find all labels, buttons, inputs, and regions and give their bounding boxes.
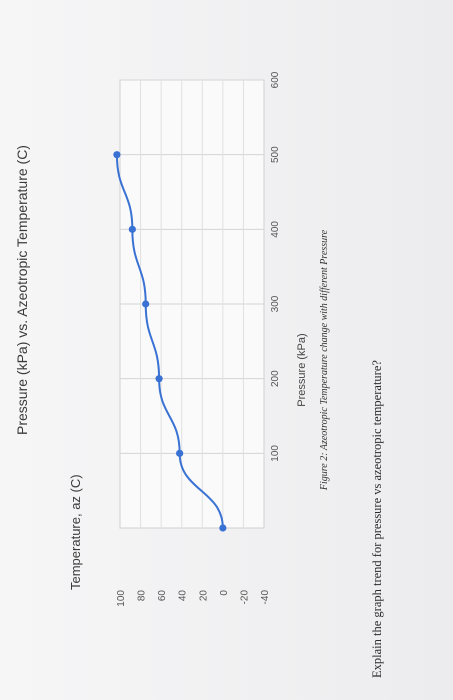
y-tick-label: 40 — [178, 590, 189, 602]
y-tick-label: 80 — [137, 590, 148, 602]
data-point — [128, 225, 136, 233]
y-tick-label: 0 — [219, 590, 230, 596]
data-point — [219, 524, 227, 532]
series-line — [115, 154, 224, 529]
x-tick-label: 400 — [270, 221, 281, 238]
x-tick-label: 300 — [270, 295, 281, 312]
data-point — [155, 375, 163, 383]
y-tick-label: 60 — [157, 590, 168, 602]
x-tick-label: 100 — [270, 445, 281, 462]
x-tick-label: 200 — [270, 370, 281, 387]
y-tick-label: 20 — [198, 590, 209, 602]
question-text: Explain the graph trend for pressure vs … — [370, 360, 384, 678]
y-tick-label: -20 — [239, 590, 250, 605]
data-point — [113, 151, 121, 159]
figure-caption: Figure 2: Azeotropic Temperature change … — [319, 229, 330, 491]
x-tick-label: 600 — [270, 71, 281, 88]
x-axis-label: Pressure (kPa) — [296, 333, 308, 407]
y-tick-label: 100 — [116, 590, 127, 607]
data-point — [176, 449, 184, 457]
y-tick-label: -40 — [260, 590, 271, 605]
data-point — [142, 300, 150, 308]
x-tick-label: 500 — [270, 146, 281, 163]
